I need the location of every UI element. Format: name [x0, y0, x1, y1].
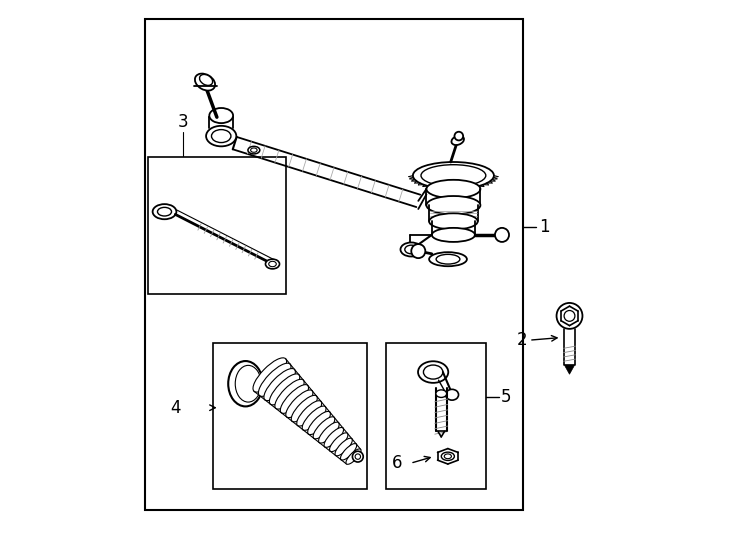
Ellipse shape — [330, 433, 348, 451]
Ellipse shape — [302, 406, 326, 430]
Ellipse shape — [335, 438, 352, 456]
Bar — [213, 343, 367, 489]
Ellipse shape — [269, 374, 299, 405]
Ellipse shape — [426, 180, 480, 198]
Ellipse shape — [250, 148, 257, 152]
Ellipse shape — [153, 204, 176, 219]
Ellipse shape — [228, 361, 263, 407]
Ellipse shape — [441, 452, 454, 461]
Bar — [386, 343, 486, 489]
Ellipse shape — [248, 146, 260, 154]
Ellipse shape — [564, 310, 575, 321]
Ellipse shape — [235, 366, 261, 402]
Ellipse shape — [421, 165, 486, 186]
Text: 2: 2 — [517, 331, 527, 349]
Ellipse shape — [266, 259, 280, 269]
Bar — [148, 157, 286, 294]
Ellipse shape — [495, 228, 509, 242]
Ellipse shape — [258, 363, 291, 396]
Ellipse shape — [451, 136, 464, 145]
Ellipse shape — [429, 213, 478, 230]
Ellipse shape — [200, 75, 213, 85]
Ellipse shape — [436, 254, 460, 264]
Polygon shape — [564, 364, 575, 374]
Ellipse shape — [454, 132, 463, 140]
Ellipse shape — [275, 379, 304, 409]
Text: 5: 5 — [501, 388, 512, 406]
Ellipse shape — [206, 126, 236, 146]
Ellipse shape — [429, 252, 467, 266]
Text: 6: 6 — [391, 454, 402, 472]
Bar — [145, 19, 523, 510]
Ellipse shape — [424, 365, 443, 379]
Ellipse shape — [280, 384, 308, 414]
Ellipse shape — [404, 245, 418, 254]
Ellipse shape — [313, 417, 335, 439]
Ellipse shape — [308, 411, 330, 435]
Text: 4: 4 — [170, 399, 181, 417]
Ellipse shape — [291, 395, 317, 422]
Ellipse shape — [209, 108, 233, 123]
Ellipse shape — [158, 207, 172, 216]
Ellipse shape — [264, 368, 295, 401]
Ellipse shape — [346, 449, 361, 464]
Ellipse shape — [297, 401, 321, 426]
Ellipse shape — [556, 303, 583, 329]
Ellipse shape — [436, 390, 447, 397]
Ellipse shape — [319, 422, 339, 443]
Ellipse shape — [444, 454, 451, 458]
Ellipse shape — [411, 244, 425, 258]
Ellipse shape — [355, 454, 360, 460]
Text: 1: 1 — [539, 218, 550, 236]
Ellipse shape — [195, 73, 215, 91]
Ellipse shape — [269, 261, 276, 267]
Ellipse shape — [432, 228, 475, 242]
Ellipse shape — [401, 242, 422, 256]
Ellipse shape — [211, 130, 231, 143]
Ellipse shape — [413, 162, 494, 189]
Ellipse shape — [286, 390, 313, 417]
Ellipse shape — [341, 443, 357, 460]
Ellipse shape — [418, 361, 448, 383]
Ellipse shape — [446, 389, 459, 400]
Ellipse shape — [352, 451, 363, 462]
Ellipse shape — [253, 358, 286, 392]
Ellipse shape — [426, 196, 480, 214]
Ellipse shape — [324, 428, 344, 447]
Text: 3: 3 — [178, 112, 189, 131]
